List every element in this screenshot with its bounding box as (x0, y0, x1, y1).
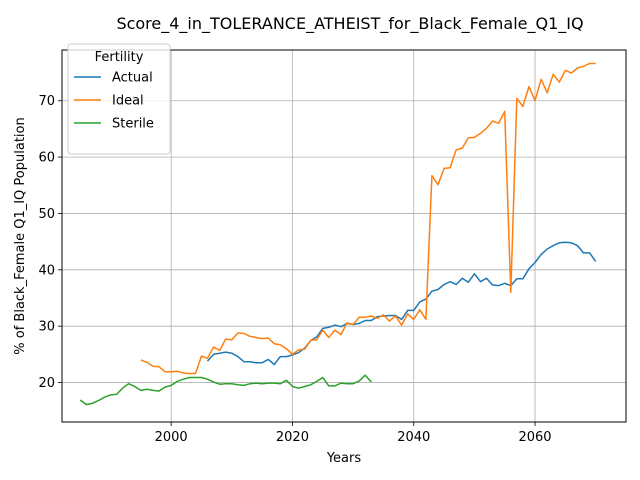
chart-title: Score_4_in_TOLERANCE_ATHEIST_for_Black_F… (116, 14, 583, 34)
legend-title: Fertility (95, 50, 144, 65)
plot-frame (61, 49, 627, 423)
series-line-actual (206, 241, 597, 366)
gridlines (62, 50, 626, 422)
y-tick-label: 60 (38, 151, 55, 166)
x-tick-label: 2020 (276, 430, 309, 445)
y-axis-label: % of Black_Female Q1_IQ Population (13, 117, 28, 354)
y-tick-label: 50 (38, 207, 55, 222)
series-line-sterile (79, 374, 372, 406)
legend-label-actual: Actual (112, 71, 153, 86)
x-axis-ticks: 2000 2020 2040 2060 (155, 422, 552, 445)
y-tick-label: 70 (38, 94, 55, 109)
x-axis-label: Years (326, 451, 362, 466)
y-tick-label: 40 (38, 263, 55, 278)
legend-label-sterile: Sterile (112, 117, 154, 132)
x-tick-label: 2060 (518, 430, 551, 445)
legend-label-ideal: Ideal (112, 94, 144, 109)
legend-box (67, 43, 171, 155)
y-tick-label: 30 (38, 320, 55, 335)
x-tick-label: 2040 (397, 430, 430, 445)
series-line-ideal (140, 62, 596, 375)
series-lines (79, 62, 597, 406)
x-tick-label: 2000 (155, 430, 188, 445)
y-axis-ticks: 20 30 40 50 60 70 (38, 94, 62, 391)
y-tick-label: 20 (38, 376, 55, 391)
legend: Fertility Actual Ideal Sterile (67, 43, 171, 155)
